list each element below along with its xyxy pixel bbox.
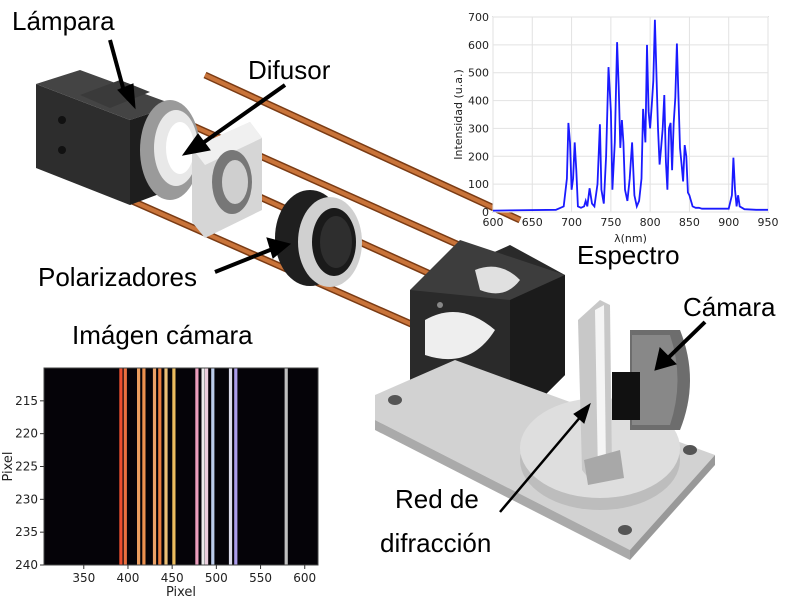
spectral-line	[158, 368, 162, 565]
y-axis-label: Pixel	[1, 451, 16, 481]
camera-image-chart: 350 400 450 500 550 600 215 220 225 230 235 240 Pixe…	[1, 367, 319, 597]
label-camera: Cámara	[683, 292, 776, 322]
camera-body	[612, 330, 690, 430]
spectral-line	[172, 368, 176, 565]
grating-holder	[578, 300, 624, 485]
spectral-line	[205, 368, 209, 565]
x-tick-label: 950	[758, 216, 779, 229]
spectral-line	[211, 368, 215, 565]
y-tick-label: 400	[468, 95, 489, 108]
x-tick-label: 800	[640, 216, 661, 229]
spectral-line	[201, 368, 205, 565]
spectral-line	[234, 368, 238, 565]
label-spectrum: Espectro	[577, 240, 680, 270]
spectral-line	[164, 368, 168, 565]
y-axis-label: Intensidad (u.a.)	[452, 69, 465, 160]
y-tick-label: 240	[15, 558, 38, 572]
spectral-line	[284, 368, 288, 565]
x-tick-label: 850	[679, 216, 700, 229]
x-tick-label: 500	[205, 571, 228, 585]
polarizer	[275, 190, 362, 287]
x-tick-label: 600	[483, 216, 504, 229]
label-camera-image: Imágen cámara	[72, 320, 253, 350]
x-tick-label: 350	[72, 571, 95, 585]
label-lamp: Lámpara	[12, 6, 115, 36]
y-tick-label: 700	[468, 11, 489, 24]
x-tick-label: 900	[718, 216, 739, 229]
callout-arrows	[108, 39, 707, 513]
label-diffuser: Difusor	[248, 55, 331, 85]
x-tick-label: 600	[293, 571, 316, 585]
label-grating-line2: difracción	[380, 528, 492, 558]
lamp-ring	[140, 100, 200, 200]
x-tick-label: 450	[161, 571, 184, 585]
y-tick-label: 0	[482, 206, 489, 219]
x-tick-label: 650	[522, 216, 543, 229]
x-tick-label: 400	[117, 571, 140, 585]
x-tick-label: 750	[600, 216, 621, 229]
y-tick-label: 230	[15, 492, 38, 506]
x-axis-label: λ(nm)	[614, 232, 647, 245]
spectral-line	[228, 368, 233, 565]
y-tick-label: 235	[15, 525, 38, 539]
image-background	[44, 368, 318, 565]
y-tick-label: 200	[468, 150, 489, 163]
spectral-line	[142, 368, 146, 565]
spectral-line	[137, 368, 141, 565]
y-tick-label: 100	[468, 178, 489, 191]
spectrum-line	[492, 19, 768, 212]
x-tick-label: 700	[561, 216, 582, 229]
spectral-line	[119, 368, 123, 565]
spectral-line	[195, 368, 199, 565]
plot-area	[492, 16, 769, 213]
y-tick-label: 300	[468, 122, 489, 135]
spectral-line	[123, 368, 127, 565]
y-tick-label: 215	[15, 394, 38, 408]
y-tick-label: 225	[15, 460, 38, 474]
x-axis-label: Pixel	[166, 585, 196, 597]
label-grating-line1: Red de	[395, 484, 479, 514]
spectrum-chart: 600 650 700 750 800 850 900 950 0 100 200 300 400 500…	[452, 11, 779, 245]
y-tick-label: 600	[468, 39, 489, 52]
diffuser-mount	[192, 122, 262, 238]
y-tick-label: 500	[468, 67, 489, 80]
label-polarizers: Polarizadores	[38, 262, 197, 292]
y-tick-label: 220	[15, 427, 38, 441]
x-tick-label: 550	[249, 571, 272, 585]
spectral-line	[152, 368, 157, 565]
